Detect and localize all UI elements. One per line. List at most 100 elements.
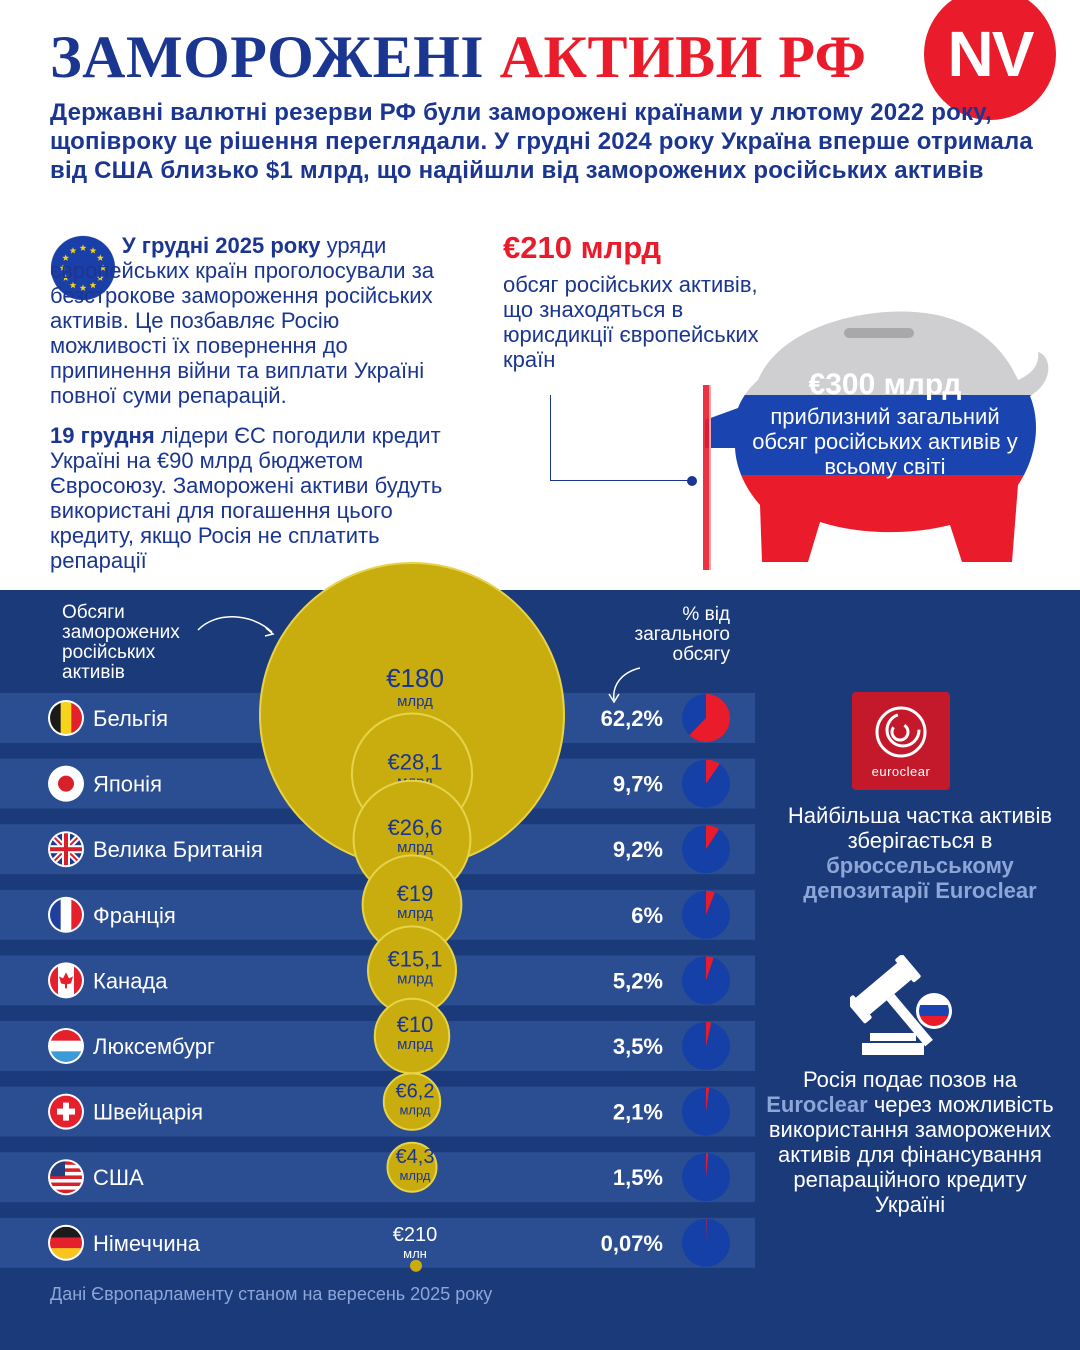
bubble-value-label: €26,6 xyxy=(387,815,442,840)
bubble-unit-label: млрд xyxy=(397,693,433,710)
bubble-value-label: €6,2 xyxy=(396,1081,435,1103)
gavel-icon xyxy=(850,955,952,1055)
lawsuit-note-highlight: Euroclear xyxy=(766,1092,868,1117)
intro-p1-bold: У грудні 2025 року xyxy=(122,233,321,258)
country-label: Франція xyxy=(93,903,176,928)
subtitle: Державні валютні резерви РФ були заморож… xyxy=(50,99,1033,184)
eu-star-icon xyxy=(79,284,87,291)
eu-star-icon xyxy=(59,264,67,271)
percent-value-label: 0,07% xyxy=(601,1231,663,1256)
pie-share-slice xyxy=(706,890,715,915)
eu-star-icon xyxy=(69,281,77,289)
bubble-unit-label: млрд xyxy=(399,1168,430,1183)
eu-star-icon xyxy=(69,247,77,254)
bubble-unit-label: млрд xyxy=(397,970,433,987)
piggy-bank-icon xyxy=(703,311,1049,570)
title-part-2: АКТИВИ РФ xyxy=(499,24,867,90)
chart-row-band xyxy=(0,1086,755,1137)
intro-paragraph-2: 19 грудня лідери ЄС погодили кредит Укра… xyxy=(50,423,460,573)
nv-logo: NV xyxy=(924,0,1056,120)
bubble-mark xyxy=(382,1072,442,1131)
pie-share-slice xyxy=(706,956,714,981)
eu-star-icon xyxy=(96,254,104,261)
pie-share-slice xyxy=(706,1087,710,1112)
percent-value-label: 9,2% xyxy=(613,837,663,862)
world-assets-description: приблизний загальний обсяг російських ак… xyxy=(752,404,1018,479)
eu-star-icon xyxy=(99,264,107,271)
canada-flag-icon xyxy=(48,962,84,999)
intro-p2-bold: 19 грудня xyxy=(50,423,155,448)
bubble-unit-label: млрд xyxy=(397,905,433,922)
pie-share-slice xyxy=(706,1153,709,1178)
percent-arrow xyxy=(613,667,641,701)
pie-share-slice xyxy=(706,825,720,850)
source-note: Дані Європарламенту станом на вересень 2… xyxy=(50,1284,493,1304)
title-part-1: ЗАМОРОЖЕНІ xyxy=(50,24,485,90)
japan-flag-icon xyxy=(48,765,84,802)
chart-row-band xyxy=(0,1217,755,1268)
eu-star-icon xyxy=(89,281,97,289)
eu-star-icon xyxy=(96,274,104,281)
intro-p1-text: уряди європейських країн проголосували з… xyxy=(50,233,435,408)
percent-value-label: 1,5% xyxy=(613,1165,663,1190)
percent-value-label: 62,2% xyxy=(601,706,663,731)
euroclear-logo: euroclear xyxy=(852,692,950,790)
bubble-unit-label: млн xyxy=(403,1246,427,1261)
country-label: Велика Британія xyxy=(93,837,263,862)
chart-row-band xyxy=(0,1152,755,1203)
euroclear-note-text: Найбільша частка активів зберігається в xyxy=(787,803,1053,853)
bubble-value-label: €28,1 xyxy=(387,750,442,775)
country-label: Японія xyxy=(93,772,162,797)
lawsuit-note: Росія подає позов на Euroclear через мож… xyxy=(760,1067,1060,1217)
percent-value-label: 5,2% xyxy=(613,968,663,993)
lawsuit-note-before: Росія подає позов на xyxy=(802,1067,1018,1092)
country-label: Бельгія xyxy=(93,706,168,731)
pie-share-slice xyxy=(689,694,730,743)
eu-star-icon xyxy=(89,247,97,254)
leader-line xyxy=(550,395,692,481)
pie-share-slice xyxy=(706,1218,707,1243)
percent-label: % від загального обсягу xyxy=(634,604,730,665)
country-label: Німеччина xyxy=(93,1231,201,1256)
bubble-mark xyxy=(386,1141,438,1193)
volume-label: Обсяги заморожених російських активів xyxy=(62,602,180,683)
usa-flag-icon xyxy=(48,1159,84,1196)
country-label: США xyxy=(93,1165,144,1190)
world-assets-value: €300 млрд xyxy=(808,368,962,401)
pie-share-slice xyxy=(706,759,720,784)
intro-paragraph-1: У грудні 2025 року уряди європейських кр… xyxy=(50,233,460,408)
leader-dot xyxy=(687,476,697,486)
europe-assets-value: €210 млрд xyxy=(503,230,662,265)
germany-flag-icon xyxy=(48,1224,84,1261)
country-label: Канада xyxy=(93,968,168,993)
world-assets-block: €300 млрд приблизний загальний обсяг рос… xyxy=(740,368,1030,479)
eu-flag-icon xyxy=(50,235,116,301)
switzerland-flag-icon xyxy=(48,1093,84,1130)
bubble-unit-label: млрд xyxy=(399,1103,430,1118)
percent-value-label: 9,7% xyxy=(613,772,663,797)
page-title: ЗАМОРОЖЕНІ АКТИВИ РФ xyxy=(50,22,867,92)
percent-value-label: 3,5% xyxy=(613,1034,663,1059)
pie-share-slice xyxy=(706,1022,712,1046)
percent-value-label: 6% xyxy=(631,903,663,928)
euroclear-note-highlight: брюссельському депозитарії Euroclear xyxy=(803,853,1037,903)
bubble-mark xyxy=(410,1259,422,1272)
bubble-value-label: €210 xyxy=(393,1224,438,1246)
bubble-value-label: €15,1 xyxy=(387,946,442,971)
eu-star-icon xyxy=(62,274,70,281)
country-label: Швейцарія xyxy=(93,1100,203,1125)
france-flag-icon xyxy=(48,896,84,933)
euroclear-logo-text: euroclear xyxy=(871,764,931,779)
country-label: Люксембург xyxy=(93,1034,215,1059)
percent-value-label: 2,1% xyxy=(613,1100,663,1125)
bubble-unit-label: млрд xyxy=(397,839,433,856)
lawsuit-note-after: через можливість використання заморожени… xyxy=(768,1092,1054,1217)
euroclear-swirl-icon xyxy=(875,706,927,758)
uk-flag-icon xyxy=(48,831,84,868)
eu-star-icon xyxy=(79,244,87,251)
volume-arrow xyxy=(197,616,273,633)
europe-assets-description: обсяг російських активів, що знаходяться… xyxy=(503,272,759,372)
bubble-value-label: €10 xyxy=(397,1012,434,1037)
eu-star-icon xyxy=(62,254,70,261)
